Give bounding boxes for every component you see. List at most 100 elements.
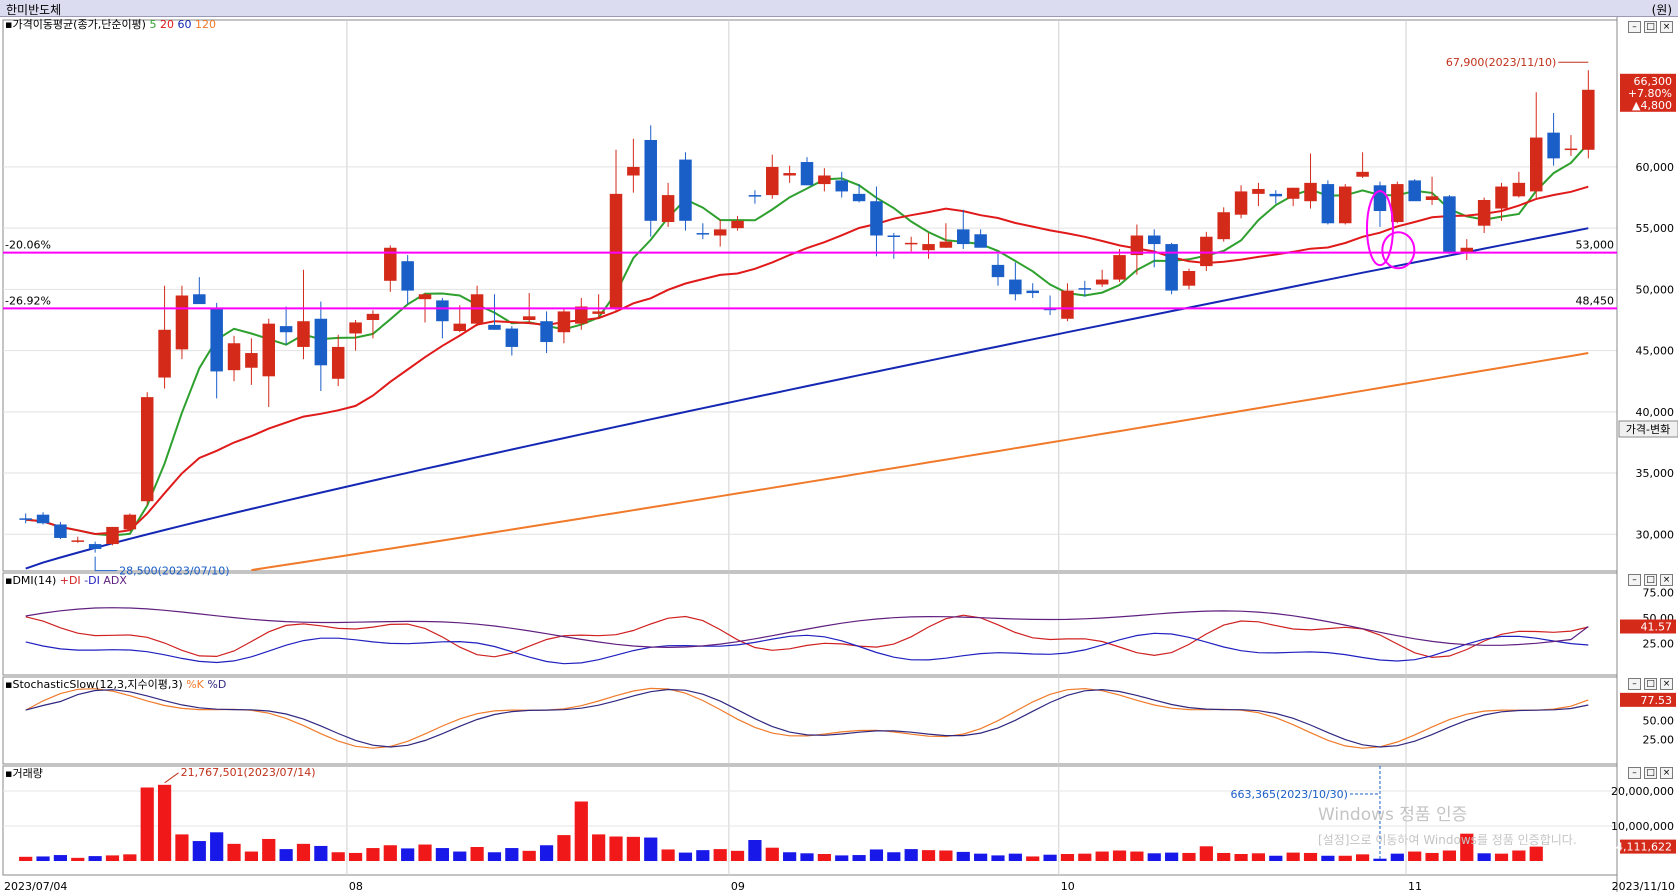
candle (279, 326, 293, 333)
volume-bar (435, 848, 449, 861)
candle (1443, 196, 1456, 253)
candle (366, 313, 380, 320)
x-axis-month-label: 11 (1408, 880, 1422, 892)
candle (1460, 247, 1474, 253)
candle (54, 524, 67, 538)
price-tick-label: 50,000 (1636, 283, 1675, 296)
stock-chart[interactable]: 60,000 55,000 50,000 45,000 40,000 35,000 30,0… (0, 17, 1678, 892)
candle (835, 180, 848, 192)
candle (1477, 199, 1491, 226)
candle (1338, 186, 1352, 224)
watermark-text: [설정]으로 이동하여 Windows를 정품 인증합니다. (1318, 833, 1577, 847)
volume-bar (1338, 855, 1352, 861)
volume-bar (1356, 854, 1370, 861)
ma-60-line (25, 227, 1589, 570)
candle (1234, 191, 1248, 215)
volume-bar (939, 850, 953, 861)
volume-bar (1303, 852, 1318, 861)
volume-bar (522, 850, 536, 861)
volume-bar (88, 856, 102, 861)
stoch-legend: ▪StochasticSlow(12,3,지수이평,3) %K %D (5, 678, 226, 691)
volume-bar (175, 834, 189, 861)
mark-volume-annotation: 663,365(2023/10/30) (1230, 788, 1347, 801)
stoch-panel-close-button[interactable]: × (1660, 678, 1673, 690)
volume-bar (1477, 853, 1491, 861)
volume-bar (783, 852, 797, 861)
candle (766, 166, 779, 196)
volume-bar (1529, 846, 1543, 861)
volume-bar (592, 834, 606, 861)
candle (1564, 148, 1578, 151)
candle (748, 195, 762, 197)
candle (140, 397, 154, 502)
hline-pct-label: -26.92% (5, 294, 51, 307)
volume-bar (817, 854, 831, 861)
stoch-panel-min-button[interactable]: – (1628, 678, 1641, 690)
volume-bar (904, 849, 918, 861)
dmi-tick-label: 25.00 (1643, 637, 1675, 650)
volume-bar (1373, 858, 1387, 861)
volume-bar (748, 840, 762, 861)
candle (36, 514, 50, 524)
candle (1148, 235, 1161, 245)
vol-panel-min-button[interactable]: – (1628, 767, 1641, 779)
volume-bar (765, 847, 779, 861)
volume-bar (1425, 852, 1439, 861)
vol-panel-max-button[interactable]: □ (1644, 767, 1657, 779)
candle (904, 242, 918, 245)
candle (1078, 288, 1092, 290)
stoch-panel-max-button[interactable]: □ (1644, 678, 1657, 690)
candle (1217, 212, 1230, 240)
candle (609, 193, 623, 309)
volume-bar (1095, 851, 1109, 861)
candle (19, 518, 32, 520)
volume-bar (539, 845, 554, 861)
ma-legend-item: 20 (160, 18, 178, 31)
candle (1182, 271, 1196, 286)
dmi-panel-close-button[interactable]: × (1660, 574, 1673, 586)
candle (436, 300, 449, 322)
volume-bar (140, 787, 154, 861)
volume-legend: ▪거래량 (5, 767, 43, 780)
price-tick-label: 60,000 (1636, 161, 1675, 174)
price-change-button[interactable] (1618, 420, 1678, 438)
candle (731, 220, 744, 229)
candle (557, 311, 571, 333)
volume-bar (123, 854, 137, 861)
price-tick-label: 30,000 (1636, 528, 1675, 541)
candle (1391, 184, 1404, 223)
price-panel-close-button[interactable]: × (1660, 21, 1673, 33)
price-panel-min-button[interactable]: – (1628, 21, 1641, 33)
price-panel-max-button[interactable]: □ (1644, 21, 1657, 33)
dmi-0-line (25, 614, 1589, 659)
volume-bar (1269, 855, 1283, 861)
max-volume-annotation: 21,767,501(2023/07/14) (181, 766, 316, 779)
current-change: ▲4,800 (1632, 99, 1672, 112)
dmi-2-line (25, 607, 1589, 649)
stock-name: 한미반도체 (6, 3, 62, 17)
volume-bar (1043, 854, 1057, 861)
stoch-legend-item: %D (207, 678, 226, 691)
x-axis-end-label: 2023/11/10 (1612, 880, 1675, 892)
ma-legend: ▪가격이동평균(종가,단순이평) 5 20 60 120 (5, 18, 216, 31)
candle (1529, 137, 1543, 192)
volume-bar (1217, 852, 1231, 861)
price-unit: (원) (1651, 3, 1672, 17)
candle (384, 247, 397, 281)
dmi-panel-min-button[interactable]: – (1628, 574, 1641, 586)
volume-bar (1251, 853, 1266, 861)
hline-pct-label: -20.06% (5, 239, 51, 252)
candle (158, 329, 171, 378)
candle (1026, 290, 1039, 294)
panel-frame-price (2, 19, 1618, 572)
hline-price-label: 48,450 (1576, 294, 1615, 307)
dmi-panel-max-button[interactable]: □ (1644, 574, 1657, 586)
volume-bar (1512, 850, 1526, 861)
vol-panel-close-button[interactable]: × (1660, 767, 1673, 779)
ma-legend-item: 120 (195, 18, 216, 31)
x-axis-start-label: 2023/07/04 (4, 880, 67, 892)
price-change-button-label: 가격-변화 (1626, 423, 1670, 436)
candle (922, 244, 935, 251)
candle (1113, 255, 1126, 280)
candle (331, 346, 345, 379)
